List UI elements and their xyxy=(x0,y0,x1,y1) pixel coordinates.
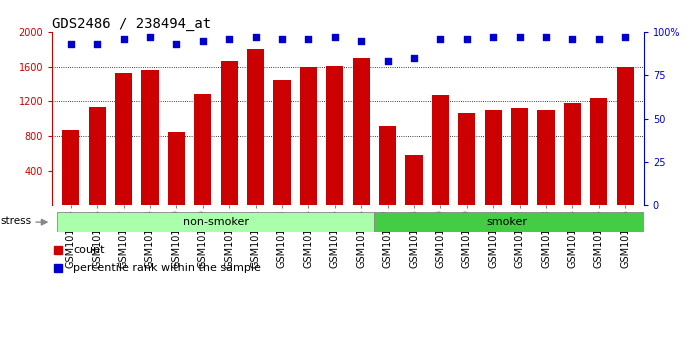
Point xyxy=(250,34,261,40)
Bar xyxy=(537,110,555,205)
Point xyxy=(92,41,103,47)
Point xyxy=(488,34,499,40)
Bar xyxy=(406,155,422,205)
Bar xyxy=(141,70,159,205)
Text: stress: stress xyxy=(1,216,32,226)
Point xyxy=(197,38,208,44)
Point xyxy=(329,34,340,40)
Point xyxy=(276,36,287,42)
Point xyxy=(567,36,578,42)
Bar xyxy=(274,80,290,205)
Point xyxy=(593,36,604,42)
Point xyxy=(356,38,367,44)
Bar xyxy=(247,49,264,205)
Bar xyxy=(194,94,212,205)
Point xyxy=(118,36,129,42)
Bar xyxy=(564,103,581,205)
Bar xyxy=(617,67,634,205)
Bar xyxy=(511,108,528,205)
Text: percentile rank within the sample: percentile rank within the sample xyxy=(73,263,261,273)
Point xyxy=(461,36,473,42)
Point xyxy=(382,58,393,64)
Text: GDS2486 / 238494_at: GDS2486 / 238494_at xyxy=(52,17,212,31)
Bar xyxy=(115,73,132,205)
Point xyxy=(409,55,420,61)
Point xyxy=(144,34,155,40)
Bar xyxy=(221,61,238,205)
Bar xyxy=(88,107,106,205)
Bar xyxy=(458,113,475,205)
Bar xyxy=(58,212,374,232)
Bar xyxy=(62,130,79,205)
Point xyxy=(223,36,235,42)
Point xyxy=(619,34,631,40)
Bar xyxy=(353,58,370,205)
Point xyxy=(171,41,182,47)
Point xyxy=(514,34,525,40)
Bar xyxy=(484,110,502,205)
Point xyxy=(65,41,77,47)
Bar xyxy=(432,95,449,205)
Bar xyxy=(379,126,396,205)
Bar xyxy=(590,98,608,205)
Text: non-smoker: non-smoker xyxy=(183,217,249,227)
Text: smoker: smoker xyxy=(486,217,527,227)
Bar xyxy=(168,132,185,205)
Point xyxy=(541,34,552,40)
Bar xyxy=(300,67,317,205)
Bar xyxy=(374,212,644,232)
Point xyxy=(435,36,446,42)
Bar xyxy=(326,66,343,205)
Text: count: count xyxy=(73,245,104,255)
Point xyxy=(303,36,314,42)
